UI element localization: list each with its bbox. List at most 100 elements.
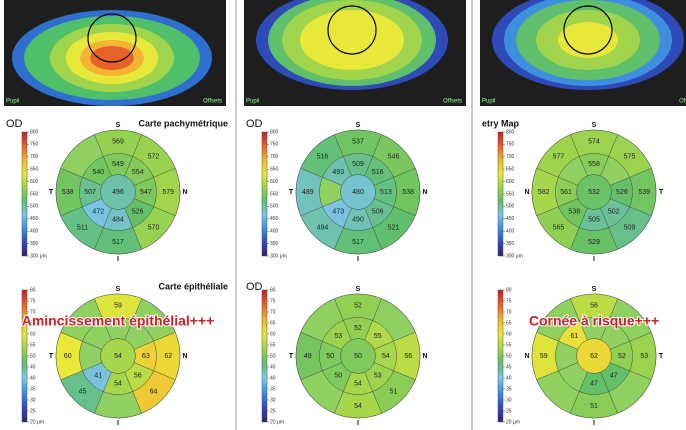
scale-label: 350 bbox=[506, 241, 515, 247]
topography-zone bbox=[90, 46, 134, 70]
sector-value: 56 bbox=[590, 303, 598, 310]
sector-value: 509 bbox=[352, 161, 364, 168]
side-label: S bbox=[592, 286, 597, 293]
scale-label: 600 bbox=[506, 179, 515, 185]
sector-value: 62 bbox=[164, 353, 172, 360]
scale-label: 400 bbox=[506, 229, 515, 235]
sector-value: 509 bbox=[624, 224, 636, 231]
color-scale bbox=[21, 131, 28, 257]
sector-value: 56 bbox=[404, 353, 412, 360]
scale-label: 25 bbox=[30, 408, 36, 414]
pupil-ring bbox=[563, 5, 613, 55]
scale-label: 750 bbox=[30, 142, 39, 148]
sector-value: 521 bbox=[388, 224, 400, 231]
center-value: 480 bbox=[352, 189, 364, 196]
color-scale bbox=[497, 289, 504, 423]
scale-label: 35 bbox=[270, 386, 276, 392]
map-center bbox=[576, 174, 612, 210]
scale-label: 20 μm bbox=[270, 419, 284, 425]
side-label: S bbox=[116, 286, 121, 293]
sector-value: 55 bbox=[374, 333, 382, 340]
scale-label: 500 bbox=[30, 204, 39, 210]
side-label: S bbox=[356, 122, 361, 129]
scale-label: 500 bbox=[506, 204, 515, 210]
scale-label: 25 bbox=[270, 408, 276, 414]
sector-value: 63 bbox=[142, 353, 150, 360]
center-value: 532 bbox=[588, 189, 600, 196]
scale-label: 350 bbox=[270, 241, 279, 247]
sector-value: 494 bbox=[317, 224, 329, 231]
center-value: 50 bbox=[354, 353, 362, 360]
center-value: 62 bbox=[590, 353, 598, 360]
scale-label: 600 bbox=[30, 179, 39, 185]
scale-label: 55 bbox=[30, 342, 36, 348]
topography-zone bbox=[300, 10, 404, 70]
sector-value: 505 bbox=[588, 217, 600, 224]
sector-value: 45 bbox=[79, 388, 87, 395]
sector-value: 472 bbox=[92, 209, 104, 216]
pupil-ring bbox=[87, 13, 137, 63]
scale-label: 800 bbox=[30, 129, 39, 135]
sector-value: 511 bbox=[77, 224, 88, 231]
sector-value: 577 bbox=[553, 153, 565, 160]
sector-value: 52 bbox=[354, 325, 362, 332]
scale-label: 50 bbox=[270, 353, 276, 359]
side-label: N bbox=[524, 189, 529, 196]
side-label: T bbox=[659, 189, 664, 196]
color-scale bbox=[21, 289, 28, 423]
sector-value: 539 bbox=[638, 189, 650, 196]
sector-value: 516 bbox=[372, 169, 384, 176]
scale-label: 70 bbox=[30, 309, 36, 315]
scale-label: 75 bbox=[506, 298, 512, 304]
side-label: N bbox=[422, 353, 427, 360]
scale-label: 40 bbox=[270, 375, 276, 381]
scale-label: 700 bbox=[30, 154, 39, 160]
side-label: T bbox=[659, 353, 664, 360]
sector-value: 52 bbox=[618, 353, 626, 360]
scale-label: 800 bbox=[270, 129, 279, 135]
scale-label: 400 bbox=[30, 229, 39, 235]
sector-value: 61 bbox=[570, 333, 578, 340]
sector-value: 538 bbox=[62, 189, 74, 196]
scale-label: 80 bbox=[270, 287, 276, 293]
center-value: 496 bbox=[112, 189, 124, 196]
map-label: OD bbox=[246, 118, 263, 130]
sector-value: 50 bbox=[326, 353, 334, 360]
sector-value: 50 bbox=[334, 373, 342, 380]
sector-value: 579 bbox=[162, 189, 174, 196]
side-label: I bbox=[357, 420, 359, 427]
scale-label: 55 bbox=[506, 342, 512, 348]
scale-label: 300 μm bbox=[30, 253, 47, 259]
scale-label: 750 bbox=[270, 142, 279, 148]
topography-zone bbox=[558, 22, 618, 58]
sector-value: 41 bbox=[94, 373, 102, 380]
scale-label: 45 bbox=[506, 364, 512, 370]
scale-label: 30 bbox=[506, 397, 512, 403]
footer: Pupil bbox=[482, 99, 495, 105]
sector-value: 51 bbox=[590, 403, 598, 410]
map-center bbox=[340, 174, 376, 210]
sector-value: 574 bbox=[588, 139, 600, 146]
sector-value: 526 bbox=[616, 189, 628, 196]
center-value: 54 bbox=[114, 353, 122, 360]
scale-label: 45 bbox=[30, 364, 36, 370]
side-label: N bbox=[182, 353, 187, 360]
scale-label: 35 bbox=[506, 386, 512, 392]
side-label: S bbox=[116, 122, 121, 129]
sector-value: 538 bbox=[402, 189, 414, 196]
scale-label: 750 bbox=[506, 142, 515, 148]
sector-value: 517 bbox=[352, 239, 364, 246]
map-center bbox=[340, 338, 376, 374]
scale-label: 650 bbox=[30, 167, 39, 173]
sector-value: 554 bbox=[132, 169, 144, 176]
sector-value: 473 bbox=[332, 209, 344, 216]
pupil-ring bbox=[327, 5, 377, 55]
color-scale bbox=[497, 131, 504, 257]
map-label: OD bbox=[246, 281, 263, 293]
scale-label: 55 bbox=[270, 342, 276, 348]
scale-label: 30 bbox=[270, 397, 276, 403]
scale-label: 25 bbox=[506, 408, 512, 414]
sector-value: 59 bbox=[540, 353, 548, 360]
scale-label: 650 bbox=[270, 167, 279, 173]
annotation: Amincissement épithélial+++ bbox=[22, 313, 215, 329]
